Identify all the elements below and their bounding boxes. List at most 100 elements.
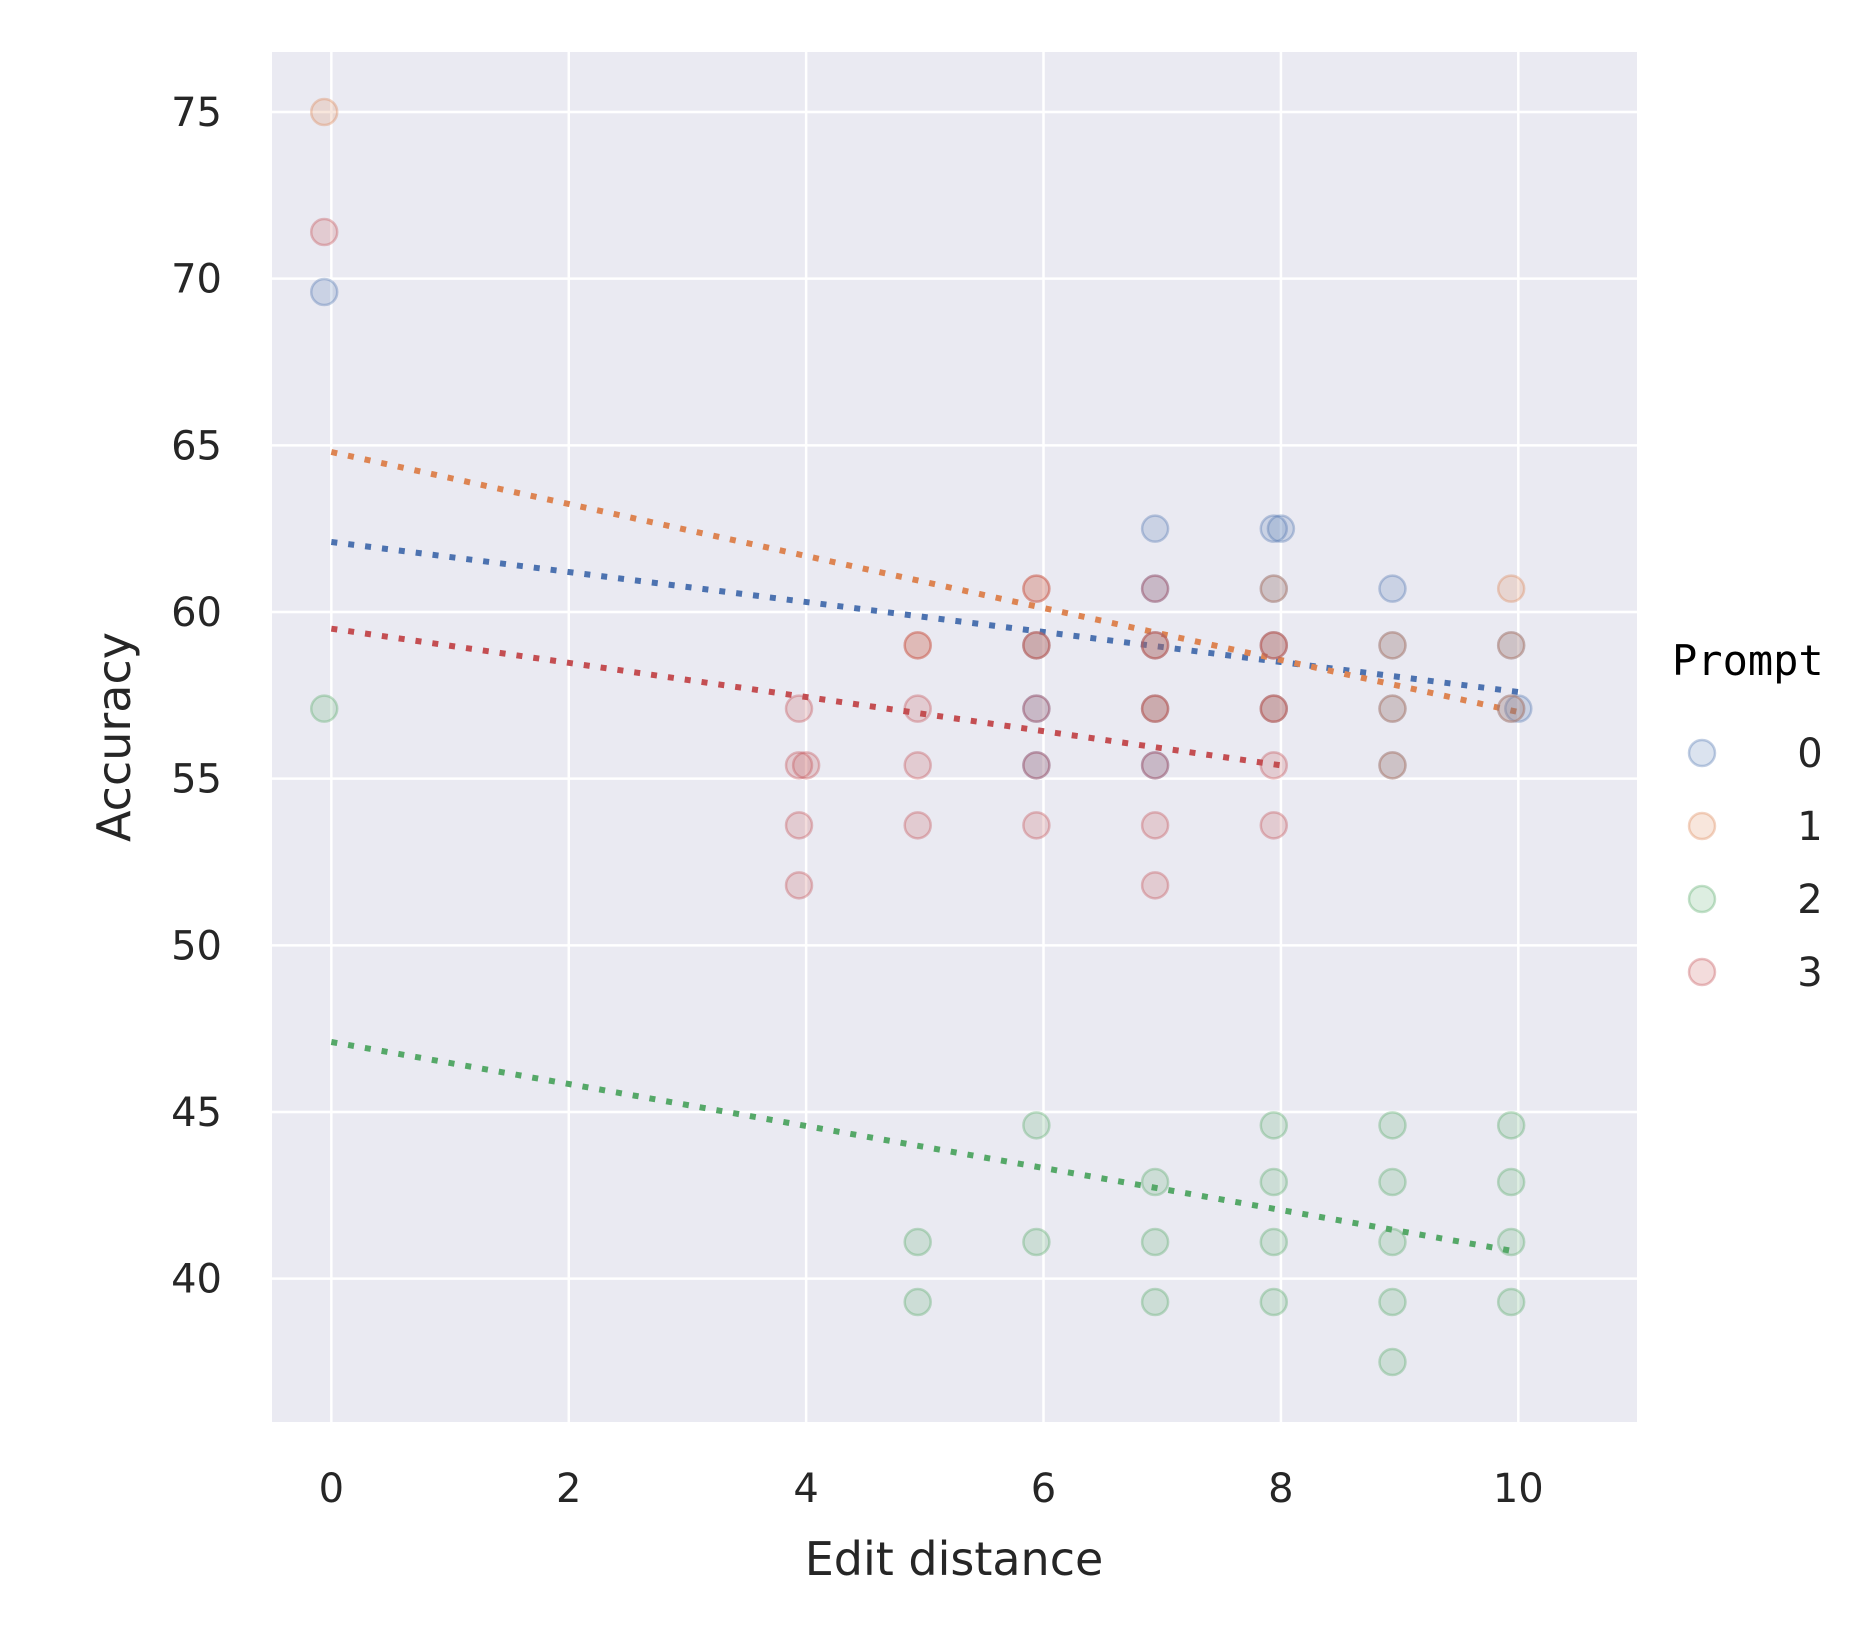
data-point-prompt-0 bbox=[1259, 694, 1289, 723]
legend-marker-1 bbox=[1687, 811, 1717, 841]
x-axis-label: Edit distance bbox=[805, 1532, 1104, 1586]
x-tick-label: 10 bbox=[1493, 1466, 1544, 1512]
data-point-prompt-3 bbox=[903, 811, 932, 840]
data-point-prompt-0 bbox=[1022, 694, 1051, 723]
data-point-prompt-0 bbox=[1022, 751, 1051, 780]
data-point-prompt-2 bbox=[1378, 1111, 1407, 1140]
data-point-prompt-2 bbox=[1378, 1287, 1407, 1317]
legend-label-0: 0 bbox=[1797, 731, 1822, 777]
data-point-prompt-0 bbox=[1140, 514, 1170, 543]
plot-area bbox=[272, 52, 1637, 1422]
data-point-prompt-2 bbox=[1378, 1347, 1407, 1377]
data-point-prompt-3 bbox=[1140, 751, 1170, 780]
data-point-prompt-0 bbox=[1496, 631, 1526, 660]
data-point-prompt-0 bbox=[1140, 574, 1170, 603]
x-tick-labels: 0 2 4 6 8 10 bbox=[319, 1466, 1544, 1512]
y-tick-label: 60 bbox=[171, 590, 222, 636]
data-point-prompt-2 bbox=[1496, 1287, 1526, 1317]
data-point-prompt-3 bbox=[903, 694, 932, 723]
data-point-prompt-0 bbox=[1140, 751, 1170, 780]
x-tick-label: 8 bbox=[1268, 1466, 1293, 1512]
data-point-prompt-3 bbox=[1259, 811, 1289, 840]
data-point-prompt-0 bbox=[1496, 694, 1526, 723]
y-tick-label: 70 bbox=[171, 257, 222, 303]
legend-label-1: 1 bbox=[1797, 804, 1822, 850]
data-point-prompt-2 bbox=[1378, 1167, 1407, 1197]
y-axis-label: Accuracy bbox=[87, 632, 141, 842]
data-point-prompt-0 bbox=[1266, 514, 1296, 543]
legend-marker-2 bbox=[1687, 884, 1717, 914]
data-point-prompt-3 bbox=[784, 751, 814, 780]
data-point-prompt-1 bbox=[1022, 631, 1051, 660]
data-point-prompt-3 bbox=[1140, 694, 1170, 723]
data-point-prompt-0 bbox=[1022, 631, 1051, 660]
data-point-prompt-3 bbox=[1022, 574, 1051, 603]
x-tick-label: 6 bbox=[1031, 1466, 1056, 1512]
data-point-prompt-0 bbox=[1140, 694, 1170, 723]
y-tick-label: 50 bbox=[171, 923, 222, 969]
data-point-prompt-3 bbox=[903, 751, 932, 780]
legend-marker-0 bbox=[1687, 738, 1717, 768]
data-point-prompt-3 bbox=[784, 694, 814, 723]
data-point-prompt-2 bbox=[1496, 1227, 1526, 1257]
data-point-prompt-2 bbox=[1140, 1287, 1170, 1317]
data-point-prompt-3 bbox=[1022, 811, 1051, 840]
data-point-prompt-3 bbox=[784, 811, 814, 840]
data-point-prompt-0 bbox=[1259, 514, 1289, 543]
data-point-prompt-1 bbox=[1496, 694, 1526, 723]
y-tick-label: 75 bbox=[171, 90, 222, 136]
data-point-prompt-0 bbox=[1378, 751, 1407, 780]
data-point-prompt-3 bbox=[791, 751, 821, 780]
data-point-prompt-3 bbox=[1259, 751, 1289, 780]
legend: Prompt 0 1 2 3 bbox=[1672, 636, 1824, 996]
data-point-prompt-2 bbox=[1259, 1227, 1289, 1257]
data-point-prompt-2 bbox=[903, 1227, 932, 1257]
data-point-prompt-2 bbox=[1259, 1167, 1289, 1197]
data-point-prompt-0 bbox=[1504, 694, 1533, 723]
legend-marker-3 bbox=[1687, 957, 1717, 987]
data-point-prompt-3 bbox=[1140, 871, 1170, 900]
trend-lines bbox=[330, 449, 1519, 1255]
y-tick-label: 45 bbox=[171, 1090, 222, 1136]
data-point-prompt-0 bbox=[1259, 631, 1289, 660]
data-point-prompt-2 bbox=[903, 1287, 932, 1317]
data-point-prompt-3 bbox=[1259, 631, 1289, 660]
x-tick-label: 0 bbox=[319, 1466, 344, 1512]
data-point-prompt-1 bbox=[1140, 631, 1170, 660]
y-tick-label: 40 bbox=[171, 1257, 222, 1303]
data-point-prompt-3 bbox=[903, 631, 932, 660]
data-point-prompt-2 bbox=[1259, 1287, 1289, 1317]
data-point-prompt-0 bbox=[309, 277, 339, 307]
data-point-prompt-0 bbox=[1378, 631, 1407, 660]
x-tick-label: 4 bbox=[793, 1466, 818, 1512]
data-point-prompt-3 bbox=[1022, 631, 1051, 660]
data-point-prompt-0 bbox=[1378, 574, 1407, 603]
data-point-prompt-3 bbox=[1259, 694, 1289, 723]
x-tick-label: 2 bbox=[556, 1466, 581, 1512]
data-point-prompt-2 bbox=[309, 694, 339, 723]
data-point-prompt-3 bbox=[1140, 811, 1170, 840]
data-point-prompt-1 bbox=[1259, 574, 1289, 603]
data-point-prompt-1 bbox=[1259, 694, 1289, 723]
data-point-prompt-1 bbox=[1496, 631, 1526, 660]
data-point-prompt-2 bbox=[1496, 1111, 1526, 1140]
trend-line-prompt-2 bbox=[330, 1039, 1519, 1255]
data-point-prompt-2 bbox=[1496, 1167, 1526, 1197]
data-point-prompt-1 bbox=[1140, 694, 1170, 723]
y-tick-label: 65 bbox=[171, 423, 222, 469]
grid bbox=[272, 52, 1637, 1422]
data-point-prompt-1 bbox=[309, 97, 339, 127]
trend-line-prompt-3 bbox=[330, 625, 1282, 769]
data-point-prompt-2 bbox=[1140, 1227, 1170, 1257]
y-tick-label: 55 bbox=[171, 757, 222, 803]
data-point-prompt-0 bbox=[1259, 574, 1289, 603]
data-point-prompt-1 bbox=[1259, 631, 1289, 660]
legend-label-3: 3 bbox=[1797, 950, 1822, 996]
data-point-prompt-3 bbox=[309, 217, 339, 247]
legend-title: Prompt bbox=[1672, 636, 1824, 685]
data-point-prompt-3 bbox=[1140, 574, 1170, 603]
data-point-prompt-1 bbox=[903, 631, 932, 660]
data-point-prompt-2 bbox=[1140, 1167, 1170, 1197]
trend-line-prompt-0 bbox=[330, 539, 1519, 695]
